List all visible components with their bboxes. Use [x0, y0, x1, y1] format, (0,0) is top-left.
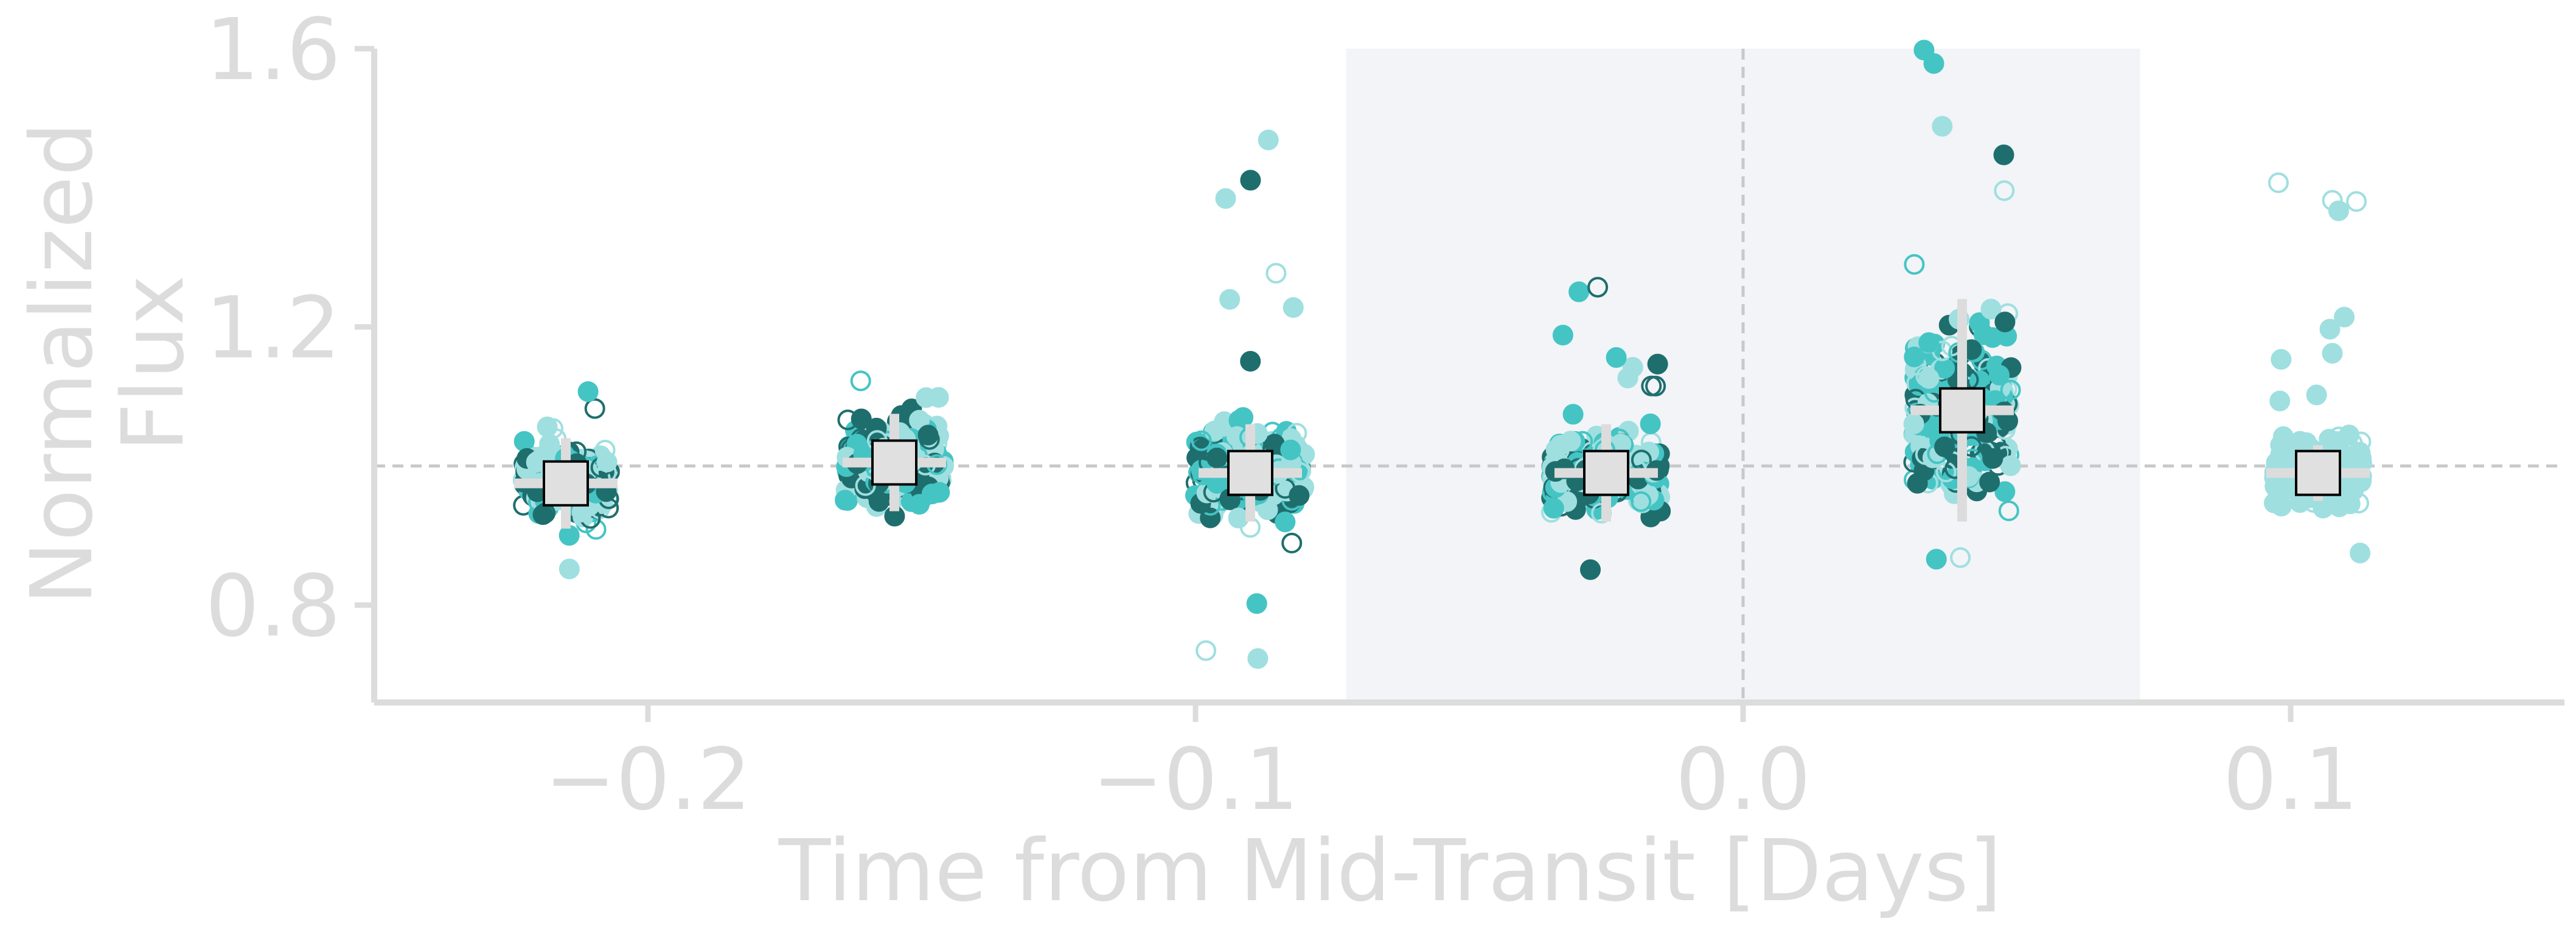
- data-point: [1950, 547, 1971, 568]
- data-point: [559, 525, 580, 546]
- x-axis-title: Time from Mid-Transit [Days]: [778, 822, 2002, 921]
- data-point: [850, 370, 871, 392]
- data-point: [1204, 420, 1225, 442]
- data-point: [2264, 493, 2285, 513]
- data-point: [1587, 277, 1609, 298]
- data-point: [1989, 364, 2010, 386]
- data-point: [1622, 357, 1643, 378]
- x-tick-label: 0.0: [1676, 730, 1811, 830]
- data-point: [1240, 351, 1261, 372]
- data-point: [909, 494, 930, 515]
- data-point: [1994, 481, 2016, 502]
- axes-layer: −0.2 −0.1 0.0 0.1 0.8 1.2 1.6: [205, 1, 2564, 830]
- data-point: [1265, 263, 1287, 284]
- data-point: [909, 409, 930, 431]
- data-point: [1640, 413, 1661, 434]
- summary-markers-layer: [514, 299, 2370, 529]
- data-point: [1923, 53, 1944, 74]
- data-point: [1994, 311, 2016, 333]
- data-point: [1993, 144, 2014, 165]
- data-point: [1645, 375, 1666, 397]
- data-point: [1926, 549, 1947, 570]
- data-point: [1196, 640, 1217, 661]
- data-point: [1903, 414, 1924, 434]
- data-point: [1982, 448, 2003, 469]
- summary-marker: [1227, 449, 1273, 496]
- y-tick-label: 1.6: [205, 1, 341, 100]
- data-point: [2350, 443, 2371, 463]
- data-point: [1631, 491, 1652, 512]
- summary-marker: [2295, 449, 2341, 496]
- data-point: [1904, 254, 1925, 275]
- data-point: [1974, 324, 1994, 345]
- data-point: [1562, 404, 1584, 425]
- x-tick-label: −0.2: [545, 730, 751, 830]
- y-tick-label: 1.2: [205, 279, 341, 378]
- data-point: [1247, 648, 1269, 669]
- y-axis-title-line2: Flux: [104, 275, 203, 452]
- data-point: [577, 381, 599, 402]
- data-point: [2328, 200, 2349, 221]
- data-point: [2271, 349, 2292, 370]
- x-tick-label: 0.1: [2223, 730, 2359, 830]
- data-point: [1580, 559, 1601, 580]
- data-point: [1258, 130, 1279, 151]
- data-point: [2334, 307, 2355, 328]
- data-point: [2350, 543, 2371, 564]
- data-point: [1606, 347, 1627, 368]
- data-point: [1979, 471, 2000, 493]
- data-point: [1240, 170, 1261, 191]
- data-point: [1275, 512, 1296, 533]
- y-axis-title-line1: Normalized: [13, 122, 112, 605]
- x-tick-label: −0.1: [1092, 730, 1299, 830]
- data-point: [1918, 368, 1940, 389]
- data-point: [1545, 439, 1567, 460]
- data-point: [1918, 332, 1940, 353]
- data-point: [1281, 532, 1303, 553]
- data-point: [1283, 297, 1304, 318]
- data-point: [2269, 390, 2291, 412]
- y-tick-label: 0.8: [205, 557, 341, 656]
- summary-marker: [1583, 449, 1629, 496]
- data-point: [1994, 180, 2015, 201]
- data-point: [2306, 384, 2327, 406]
- data-point: [1932, 116, 1953, 137]
- data-point: [1935, 462, 1957, 483]
- data-point: [584, 398, 605, 419]
- summary-marker: [1939, 387, 1985, 434]
- data-point: [596, 451, 618, 473]
- data-point: [1215, 188, 1236, 209]
- data-point: [1980, 299, 2002, 320]
- data-point: [2346, 191, 2367, 212]
- data-point: [1219, 289, 1241, 310]
- data-point: [1568, 281, 1590, 302]
- data-point: [835, 490, 856, 511]
- data-point: [1289, 485, 1310, 506]
- summary-marker: [543, 460, 589, 507]
- data-point: [539, 434, 560, 455]
- data-point: [1543, 498, 1564, 519]
- data-point: [2000, 380, 2021, 401]
- data-point: [1552, 325, 1573, 345]
- data-point: [559, 558, 580, 580]
- data-point: [2319, 319, 2341, 340]
- data-point: [916, 387, 937, 408]
- data-point: [1228, 507, 1249, 529]
- data-point: [2322, 342, 2343, 364]
- data-point: [1915, 444, 1936, 465]
- data-point: [2322, 190, 2343, 211]
- summary-marker: [871, 439, 917, 486]
- data-point: [1998, 500, 2019, 521]
- data-point: [1246, 593, 1267, 614]
- data-point: [1907, 473, 1928, 494]
- data-point: [1280, 439, 1301, 460]
- data-point: [917, 425, 939, 446]
- data-point: [1191, 430, 1212, 451]
- data-point: [837, 409, 858, 431]
- data-point: [1904, 346, 1925, 367]
- data-point: [2000, 455, 2021, 476]
- data-point: [1647, 353, 1668, 375]
- data-point: [2268, 172, 2289, 193]
